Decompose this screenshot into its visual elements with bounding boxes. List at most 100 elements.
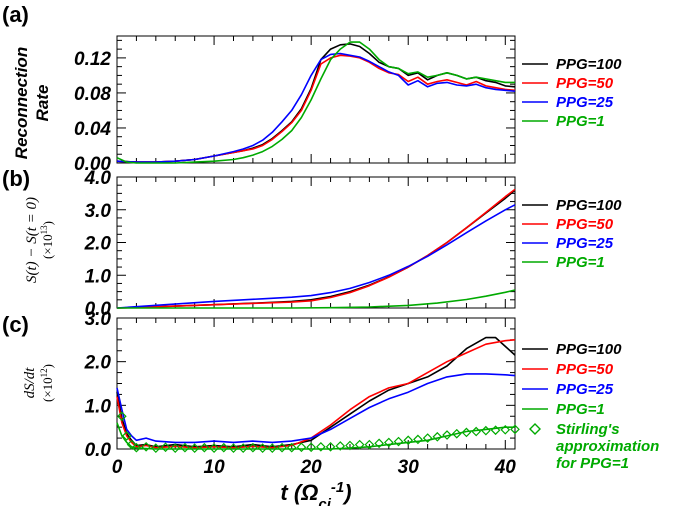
panel-a-ylabel-line1: Reconnection [12, 47, 31, 159]
ytick-label: 4.0 [84, 168, 112, 189]
stirling-diamond-point [461, 427, 472, 438]
xtick-label: 0 [112, 457, 123, 478]
stirling-diamond-point [374, 438, 384, 449]
panel-b-ylabel-line1: S(t) − S(t = 0) [24, 197, 40, 283]
ytick-label: 0.08 [74, 84, 111, 105]
x-axis-label-close: ) [342, 480, 351, 505]
panel-c: (c) dS/dt (×1012) 0.01.02.03.0 PPG=100 PP… [2, 309, 659, 478]
panel-a-ticks [116, 36, 515, 164]
legend-label: PPG=1 [556, 401, 605, 418]
stirling-diamond-point [199, 442, 210, 453]
legend-label-stirling: for PPG=1 [556, 455, 629, 472]
ytick-label: 0.0 [85, 440, 112, 461]
series-line-ppg-25 [116, 52, 516, 163]
xtick-label: 20 [300, 457, 323, 478]
panel-b-ylabel-prefix: (×10 [40, 234, 55, 259]
series-line-ppg-100 [116, 43, 516, 163]
panel-c-ytick-labels: 0.0 1.0 2.0 3.0 [84, 309, 112, 461]
legend-label: PPG=50 [556, 216, 614, 233]
stirling-diamond-point [141, 441, 151, 452]
series-line-ppg-100 [116, 336, 516, 448]
series-line-ppg-25 [116, 204, 516, 309]
legend-diamond-marker [529, 423, 541, 435]
legend-label: PPG=1 [556, 113, 605, 130]
x-axis-label: t (Ωci-1) [280, 479, 351, 506]
stirling-diamond-point [345, 440, 355, 451]
series-line-ppg-1 [116, 41, 515, 164]
stirling-diamond-point [422, 433, 433, 443]
series-line-ppg-25 [116, 373, 516, 444]
legend-label: PPG=100 [556, 56, 622, 73]
ytick-label: 2.0 [84, 234, 112, 255]
panel-b-ytick-labels: 0.0 1.0 2.0 3.0 4.0 [84, 168, 112, 320]
stirling-diamond-point [413, 434, 423, 445]
stirling-diamond-point [316, 441, 326, 452]
panel-b-ylabel-line2: (×1013) [39, 221, 55, 259]
ytick-label: 2.0 [84, 353, 112, 374]
panel-b-legend: PPG=100 PPG=50 PPG=25 PPG=1 [522, 197, 622, 271]
x-tick-labels: 0 10 20 30 40 [112, 457, 517, 478]
stirling-diamond-point [451, 428, 462, 439]
series-line-ppg-50 [116, 339, 516, 449]
panel-a-plot [116, 41, 516, 164]
stirling-diamond-point [257, 443, 268, 453]
stirling-diamond-point [354, 439, 365, 450]
stirling-diamond-point [393, 436, 404, 447]
stirling-diamond-point [126, 439, 137, 450]
stirling-diamond-point [218, 442, 229, 453]
panel-c-label: (c) [2, 312, 29, 337]
legend-label: PPG=25 [556, 381, 614, 398]
stirling-diamond-point [209, 443, 219, 453]
stirling-diamond-point [238, 443, 249, 453]
stirling-diamond-point [117, 411, 127, 422]
panel-c-ticks [116, 317, 515, 450]
panel-a-ylabel: Reconnection Rate [12, 47, 52, 159]
stirling-diamond-point [228, 443, 239, 453]
series-line-ppg-50 [116, 54, 516, 163]
panel-a-legend: PPG=100 PPG=50 PPG=25 PPG=1 [522, 56, 622, 130]
stirling-diamond-point [277, 442, 287, 453]
legend-label: PPG=25 [556, 235, 614, 252]
panel-c-ylabel: dS/dt (×1012) [22, 364, 55, 402]
stirling-diamond-point [286, 442, 297, 453]
panel-c-ylabel-suffix: ) [40, 364, 55, 368]
xtick-label: 40 [494, 457, 517, 478]
ytick-label: 0.00 [74, 154, 111, 175]
legend-label: PPG=50 [556, 75, 614, 92]
panel-c-ylabel-line1: dS/dt [22, 367, 38, 399]
panel-b-ylabel-exponent: 13 [39, 225, 49, 235]
ytick-label: 1.0 [85, 266, 112, 287]
stirling-diamond-point [471, 426, 482, 437]
stirling-diamond-point [170, 443, 181, 453]
x-axis-label-sub: ci [318, 496, 331, 506]
panel-b-ylabel-suffix: ) [40, 221, 55, 225]
panel-a-ytick-labels: 0.00 0.04 0.08 0.12 [74, 49, 111, 175]
panel-c-ylabel-line2: (×1012) [39, 364, 55, 402]
stirling-diamond-point [160, 442, 171, 453]
stirling-diamond-point [306, 442, 316, 453]
panel-c-frame [116, 317, 516, 450]
stirling-diamond-point [432, 431, 443, 442]
panel-b-ticks [116, 176, 515, 309]
stirling-diamond-point [383, 437, 394, 448]
panel-c-ylabel-prefix: (×10 [40, 377, 55, 402]
ytick-label: 0.04 [74, 119, 111, 140]
stirling-diamond-point [500, 424, 511, 435]
stirling-diamond-point [364, 439, 375, 450]
panel-b-plot [116, 188, 516, 309]
xtick-label: 30 [398, 457, 420, 478]
xtick-label: 10 [204, 457, 226, 478]
series-line-ppg-1 [117, 289, 516, 309]
x-axis-label-main: t (Ω [280, 480, 318, 505]
stirling-diamond-point [335, 441, 346, 451]
stirling-diamond-point [150, 443, 161, 453]
stirling-diamond-point [442, 430, 452, 440]
legend-label: PPG=100 [556, 341, 622, 358]
legend-label: PPG=50 [556, 361, 614, 378]
legend-label-stirling: Stirling's [556, 421, 620, 438]
stirling-diamond-point [131, 442, 142, 453]
legend-label: PPG=1 [556, 254, 605, 271]
stirling-diamond-point [189, 443, 200, 453]
stirling-diamond-point [121, 431, 132, 441]
